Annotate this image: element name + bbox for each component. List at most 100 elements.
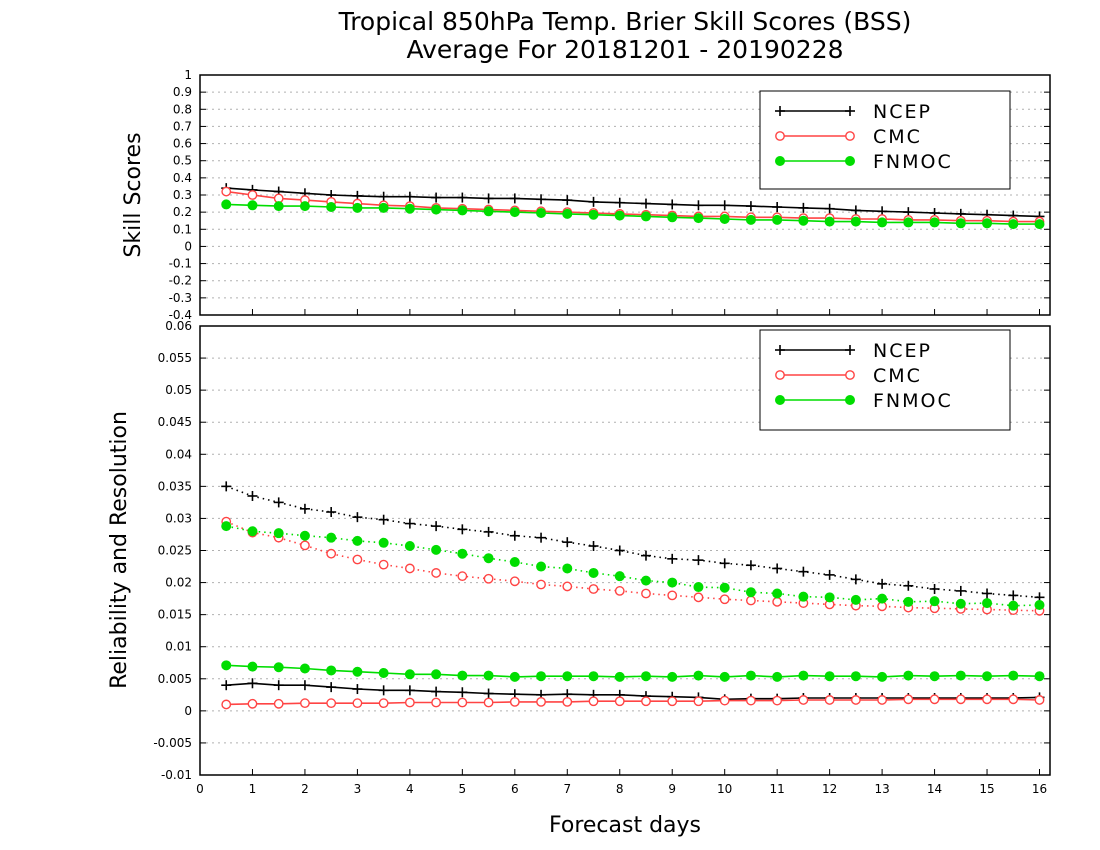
x-axis-label: Forecast days xyxy=(549,813,701,838)
marker-plus xyxy=(850,205,861,216)
plot-frame xyxy=(199,74,1051,316)
marker-filled-circle xyxy=(536,561,547,572)
marker-plus xyxy=(845,106,855,116)
marker-filled-circle xyxy=(483,553,494,564)
marker-open-circle xyxy=(431,697,442,708)
marker-plus xyxy=(929,583,940,594)
legend-label-fnmoc: FNMOC xyxy=(873,151,953,173)
y-tick-label: 0.4 xyxy=(173,171,192,185)
marker-filled-circle xyxy=(929,671,940,682)
marker-filled-circle xyxy=(614,571,625,582)
legend-label-ncep: NCEP xyxy=(873,101,932,123)
marker-open-circle xyxy=(719,594,730,605)
marker-filled-circle xyxy=(719,671,730,682)
marker-filled-circle xyxy=(719,214,730,224)
marker-open-circle xyxy=(247,698,258,709)
marker-plus xyxy=(299,680,310,691)
legend-label-cmc: CMC xyxy=(873,365,922,387)
y-tick-label: 0.045 xyxy=(158,415,192,429)
marker-filled-circle xyxy=(378,668,389,679)
y-tick-label: -0.01 xyxy=(161,768,192,782)
marker-open-circle xyxy=(693,592,704,603)
series-line xyxy=(226,682,1040,701)
marker-plus xyxy=(745,560,756,571)
plot-layer: 1 0.9 0.8 0.7 0.6 0.5 0.4 0.3 0.2 0.1 0 -0.1 -0.2 -0.… xyxy=(153,68,1051,796)
marker-filled-circle xyxy=(221,660,232,671)
marker-filled-circle xyxy=(431,204,442,215)
marker-open-circle xyxy=(588,584,599,594)
marker-filled-circle xyxy=(273,201,284,212)
marker-plus xyxy=(845,345,855,355)
bottom-panel: 0.060.0550.050.0450.040.0350.030.0250.02… xyxy=(153,319,1051,796)
marker-filled-circle xyxy=(247,661,258,672)
marker-plus xyxy=(562,537,573,548)
marker-plus xyxy=(326,682,337,693)
marker-plus xyxy=(352,684,363,695)
marker-plus xyxy=(877,578,888,589)
marker-filled-circle xyxy=(798,670,809,681)
marker-plus xyxy=(483,688,494,699)
marker-open-circle xyxy=(929,694,940,705)
marker-plus xyxy=(536,194,547,205)
marker-plus xyxy=(536,532,547,543)
y-tick-label: 0.2 xyxy=(173,205,192,219)
y-tick-label: 0.055 xyxy=(158,351,192,365)
marker-open-circle xyxy=(903,694,914,705)
marker-filled-circle xyxy=(536,671,547,682)
marker-filled-circle xyxy=(693,670,704,681)
x-tick-label: 6 xyxy=(511,782,519,796)
legend-box xyxy=(759,329,1011,431)
marker-plus xyxy=(483,193,494,204)
y-tick-label: 0.8 xyxy=(173,102,192,116)
marker-open-circle xyxy=(273,698,284,709)
marker-filled-circle xyxy=(982,218,993,229)
marker-filled-circle xyxy=(955,218,966,229)
y-tick-label: 0.02 xyxy=(165,576,192,590)
marker-filled-circle xyxy=(667,577,678,588)
marker-filled-circle xyxy=(378,202,389,213)
marker-filled-circle xyxy=(378,537,389,548)
marker-filled-circle xyxy=(588,209,599,220)
marker-open-circle xyxy=(457,697,468,708)
marker-plus xyxy=(614,197,625,208)
marker-open-circle xyxy=(641,588,651,599)
marker-open-circle xyxy=(404,563,415,574)
marker-open-circle xyxy=(509,576,520,587)
marker-filled-circle xyxy=(1034,219,1045,230)
marker-plus xyxy=(457,687,468,698)
marker-filled-circle xyxy=(798,215,809,226)
marker-filled-circle xyxy=(1008,670,1019,681)
y-tick-label: 0.9 xyxy=(173,85,192,99)
marker-filled-circle xyxy=(247,526,258,537)
marker-plus xyxy=(509,530,520,541)
marker-plus xyxy=(982,588,993,599)
marker-plus xyxy=(719,558,730,569)
marker-plus xyxy=(1008,590,1019,601)
marker-plus xyxy=(640,550,651,561)
marker-plus xyxy=(824,203,835,214)
marker-filled-circle xyxy=(775,395,785,405)
marker-filled-circle xyxy=(982,598,993,609)
marker-filled-circle xyxy=(982,671,993,682)
marker-filled-circle xyxy=(850,671,861,682)
marker-filled-circle xyxy=(457,670,468,681)
marker-open-circle xyxy=(431,568,442,578)
y-tick-label: 0.3 xyxy=(173,188,192,202)
marker-open-circle xyxy=(562,696,573,707)
marker-plus xyxy=(431,192,442,203)
x-tick-label: 5 xyxy=(459,782,467,796)
marker-filled-circle xyxy=(1008,600,1019,611)
marker-filled-circle xyxy=(483,670,494,681)
marker-plus xyxy=(772,563,783,574)
marker-open-circle xyxy=(536,696,546,707)
x-tick-label: 3 xyxy=(354,782,362,796)
y-tick-label: 0.035 xyxy=(158,479,192,493)
marker-filled-circle xyxy=(1034,671,1045,682)
marker-filled-circle xyxy=(431,669,442,680)
marker-filled-circle xyxy=(273,662,284,673)
marker-plus xyxy=(772,202,783,212)
y-tick-label: -0.1 xyxy=(169,257,192,271)
marker-filled-circle xyxy=(824,671,835,682)
marker-filled-circle xyxy=(640,575,651,586)
marker-filled-circle xyxy=(798,591,809,602)
